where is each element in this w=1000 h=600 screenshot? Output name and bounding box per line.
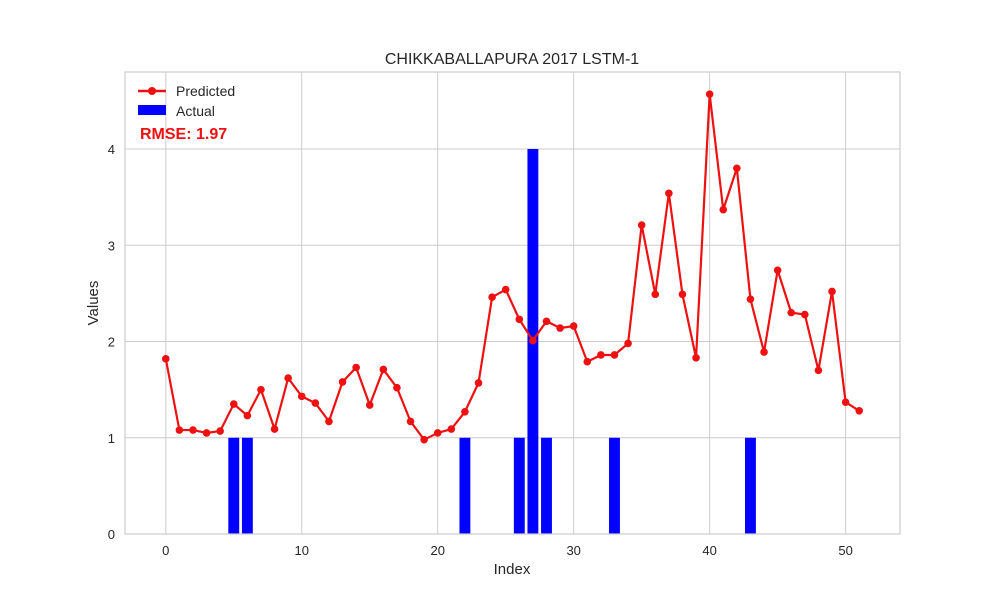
predicted-point [420, 435, 428, 444]
actual-bar [513, 437, 525, 534]
predicted-point [175, 426, 184, 434]
predicted-point [501, 285, 510, 294]
predicted-point [515, 315, 524, 324]
predicted-point [216, 427, 224, 435]
predicted-point [665, 189, 673, 198]
legend-actual-label: Actual [176, 103, 215, 119]
predicted-point [746, 295, 755, 303]
predicted-series [161, 90, 864, 444]
y-tick-label: 3 [108, 238, 115, 253]
actual-bar [459, 437, 471, 534]
predicted-point [488, 293, 496, 302]
predicted-point [705, 90, 714, 98]
actual-bar [228, 437, 240, 534]
predicted-point [787, 308, 796, 317]
predicted-point [583, 357, 592, 366]
predicted-point [556, 324, 564, 332]
predicted-point [828, 287, 836, 296]
predicted-point [365, 401, 374, 409]
predicted-point [841, 398, 850, 406]
legend-predicted-label: Predicted [176, 83, 235, 99]
predicted-point [733, 164, 741, 173]
predicted-point [814, 366, 823, 375]
predicted-point [474, 379, 483, 387]
predicted-point [801, 310, 809, 319]
predicted-point [719, 205, 728, 214]
predicted-point [447, 425, 456, 433]
chart-title: CHIKKABALLAPURA 2017 LSTM-1 [385, 51, 639, 68]
predicted-point [297, 392, 306, 401]
predicted-point [189, 426, 197, 434]
x-tick-label: 10 [295, 543, 309, 558]
rmse-annotation: RMSE: 1.97 [140, 126, 227, 143]
predicted-point [257, 385, 265, 394]
predicted-point [610, 351, 619, 359]
predicted-point [393, 383, 401, 392]
predicted-point [461, 407, 469, 416]
y-tick-label: 2 [108, 335, 115, 350]
actual-bar [541, 437, 552, 534]
predicted-point [433, 429, 442, 437]
predicted-line [164, 93, 860, 441]
plot-frame [124, 71, 901, 535]
predicted-point [855, 407, 864, 415]
predicted-point [202, 429, 211, 437]
predicted-point [379, 365, 388, 374]
legend-actual-swatch [138, 105, 166, 115]
predicted-point [352, 363, 360, 372]
predicted-point [569, 322, 578, 330]
x-tick-label: 50 [838, 543, 852, 558]
y-tick-label: 4 [108, 142, 115, 157]
y-tick-label: 0 [108, 527, 115, 542]
predicted-point [542, 317, 551, 326]
legend-predicted-marker [148, 87, 156, 95]
actual-bar [241, 437, 253, 534]
y-axis-label: Values [85, 281, 102, 326]
x-tick-label: 40 [702, 543, 716, 558]
predicted-point [597, 351, 605, 359]
predicted-point [284, 374, 292, 382]
predicted-point [161, 355, 170, 363]
x-tick-label: 30 [566, 543, 580, 558]
predicted-point [692, 354, 700, 362]
predicted-point [678, 290, 687, 299]
x-axis-ticks: 0 10 20 30 40 50 [162, 543, 853, 558]
x-axis-label: Index [494, 561, 531, 578]
actual-bar [745, 437, 756, 534]
x-tick-label: 20 [430, 543, 444, 558]
predicted-point [229, 400, 238, 408]
predicted-point [243, 411, 252, 420]
predicted-point [270, 425, 279, 433]
predicted-point [311, 399, 320, 407]
legend: Predicted Actual [138, 83, 235, 119]
actual-bar [609, 437, 620, 534]
predicted-point [760, 348, 768, 356]
y-axis-ticks: 0 1 2 3 4 [108, 142, 115, 542]
predicted-point [773, 266, 782, 275]
predicted-point [624, 339, 632, 348]
y-tick-label: 1 [108, 431, 115, 446]
predicted-point [325, 417, 333, 426]
predicted-point [406, 417, 415, 426]
predicted-point [338, 378, 347, 386]
predicted-point [637, 221, 646, 229]
predicted-point [529, 336, 537, 345]
x-tick-label: 0 [162, 543, 169, 558]
predicted-point [651, 290, 660, 299]
